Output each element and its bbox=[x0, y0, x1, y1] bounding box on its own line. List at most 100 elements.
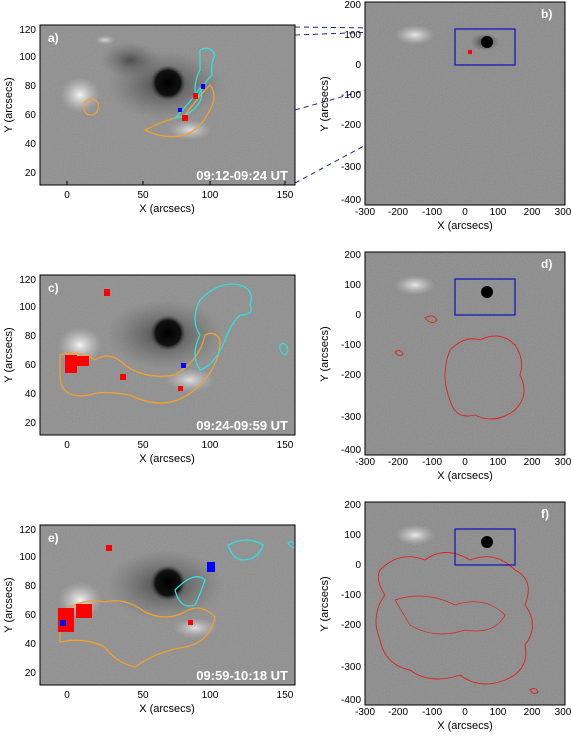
y-axis-title: Y (arcsecs) bbox=[3, 577, 15, 632]
y-tick-label: 60 bbox=[25, 360, 37, 371]
panel-f: f) -300 -200 -100 0 100 200 300 X (arcse… bbox=[319, 500, 571, 732]
contour-orange bbox=[59, 600, 216, 668]
y-tick-label: -300 bbox=[341, 412, 361, 423]
y-tick-label: 200 bbox=[344, 250, 361, 261]
y-axis-title: Y (arcsecs) bbox=[319, 576, 331, 631]
y-tick-label: -200 bbox=[341, 120, 361, 131]
zoom-box bbox=[454, 278, 516, 316]
sunspot bbox=[150, 315, 186, 351]
x-tick-label: -200 bbox=[388, 207, 408, 218]
panel-label: d) bbox=[541, 257, 552, 271]
plot-frame bbox=[39, 24, 296, 186]
x-tick-label: 0 bbox=[64, 690, 70, 701]
kernel-blue bbox=[207, 562, 215, 572]
x-axis-title: X (arcsecs) bbox=[139, 703, 195, 715]
contour-cyan bbox=[194, 47, 216, 103]
x-tick-label: 50 bbox=[137, 440, 149, 451]
y-tick-label: 100 bbox=[19, 302, 36, 313]
y-tick-label: 40 bbox=[25, 139, 37, 150]
plot-frame bbox=[39, 274, 296, 436]
panel-e: e) 09:59-10:18 UT 0 50 100 150 X (arcsec… bbox=[3, 524, 296, 715]
x-tick-label: -100 bbox=[422, 707, 442, 718]
x-tick-label: -100 bbox=[422, 457, 442, 468]
x-tick-label: 300 bbox=[555, 457, 571, 468]
y-tick-label: -100 bbox=[341, 590, 361, 601]
plot-frame bbox=[39, 524, 296, 686]
x-tick-label: 0 bbox=[462, 707, 468, 718]
contour-orange bbox=[59, 332, 221, 404]
x-axis: 0 50 100 150 X (arcsecs) bbox=[64, 181, 294, 215]
y-tick-label: 100 bbox=[344, 530, 361, 541]
y-tick-label: 80 bbox=[25, 581, 37, 592]
plot-frame bbox=[364, 251, 566, 456]
x-tick-label: -300 bbox=[355, 207, 375, 218]
time-range-label: 09:12-09:24 UT bbox=[196, 168, 288, 183]
kernel-blue bbox=[181, 363, 186, 368]
panel-label: f) bbox=[541, 507, 549, 521]
x-tick-label: 200 bbox=[524, 707, 541, 718]
contour-red bbox=[444, 335, 525, 420]
y-axis: 20 40 60 80 100 120 Y (arcsecs) bbox=[3, 275, 36, 429]
x-tick-label: 100 bbox=[490, 457, 507, 468]
x-tick-label: 50 bbox=[137, 690, 149, 701]
x-axis: -300 -200 -100 0 100 200 300 X (arcsecs) bbox=[355, 207, 571, 232]
x-axis: -300 -200 -100 0 100 200 300 X (arcsecs) bbox=[355, 457, 571, 482]
x-tick-label: 100 bbox=[202, 690, 219, 701]
x-tick-label: 150 bbox=[277, 440, 294, 451]
y-axis: 20 40 60 80 100 120 Y (arcsecs) bbox=[3, 525, 36, 679]
y-tick-label: -200 bbox=[341, 620, 361, 631]
y-tick-label: 20 bbox=[25, 168, 37, 179]
y-tick-label: 60 bbox=[25, 110, 37, 121]
y-tick-label: 40 bbox=[25, 389, 37, 400]
y-tick-label: 0 bbox=[355, 560, 361, 571]
x-tick-label: 300 bbox=[555, 207, 571, 218]
contour-red bbox=[375, 552, 533, 685]
sunspot bbox=[150, 65, 186, 101]
y-tick-label: 0 bbox=[355, 60, 361, 71]
x-tick-label: -300 bbox=[355, 457, 375, 468]
x-tick-label: 100 bbox=[490, 207, 507, 218]
x-tick-label: 200 bbox=[524, 207, 541, 218]
y-tick-label: -400 bbox=[341, 445, 361, 456]
x-axis: 0 50 100 150 X (arcsecs) bbox=[64, 440, 294, 465]
y-tick-label: 100 bbox=[19, 552, 36, 563]
panel-label: a) bbox=[48, 31, 59, 45]
x-tick-label: -100 bbox=[422, 207, 442, 218]
y-axis-title: Y (arcsecs) bbox=[3, 77, 15, 132]
y-axis: 20 40 60 80 100 120 Y (arcsecs) bbox=[3, 25, 36, 179]
x-axis-title: X (arcsecs) bbox=[437, 720, 493, 732]
y-tick-label: 80 bbox=[25, 81, 37, 92]
kernel-red bbox=[193, 93, 198, 99]
y-tick-label: 60 bbox=[25, 610, 37, 621]
contour-cyan bbox=[174, 576, 206, 607]
y-tick-label: -400 bbox=[341, 195, 361, 206]
x-tick-label: -200 bbox=[388, 707, 408, 718]
y-tick-label: 100 bbox=[344, 280, 361, 291]
x-tick-label: 300 bbox=[555, 707, 571, 718]
x-tick-label: 150 bbox=[277, 690, 294, 701]
x-axis-title: X (arcsecs) bbox=[139, 203, 195, 215]
x-tick-label: -300 bbox=[355, 707, 375, 718]
y-tick-label: 200 bbox=[344, 0, 361, 11]
x-tick-label: 100 bbox=[202, 440, 219, 451]
x-tick-label: 50 bbox=[137, 190, 149, 201]
y-axis: 200 100 0 -100 -200 -300 -400 Y (arcsecs… bbox=[319, 0, 361, 206]
x-tick-label: 150 bbox=[277, 190, 294, 201]
x-tick-label: -200 bbox=[388, 457, 408, 468]
y-tick-label: 0 bbox=[355, 310, 361, 321]
x-tick-label: 200 bbox=[524, 457, 541, 468]
x-axis-title: X (arcsecs) bbox=[139, 453, 195, 465]
y-axis-title: Y (arcsecs) bbox=[319, 76, 331, 131]
contour-orange bbox=[83, 98, 99, 116]
y-tick-label: -300 bbox=[341, 162, 361, 173]
x-tick-label: 0 bbox=[462, 457, 468, 468]
contour-cyan bbox=[194, 283, 252, 371]
y-tick-label: -100 bbox=[341, 90, 361, 101]
y-axis: 200 100 0 -100 -200 -300 -400 Y (arcsecs… bbox=[319, 250, 361, 456]
y-axis-title: Y (arcsecs) bbox=[319, 326, 331, 381]
y-tick-label: 80 bbox=[25, 331, 37, 342]
time-range-label: 09:59-10:18 UT bbox=[196, 668, 288, 683]
panel-label: b) bbox=[541, 7, 552, 21]
panel-c: c) 09:24-09:59 UT 0 50 100 150 X (arcsec… bbox=[3, 274, 296, 465]
